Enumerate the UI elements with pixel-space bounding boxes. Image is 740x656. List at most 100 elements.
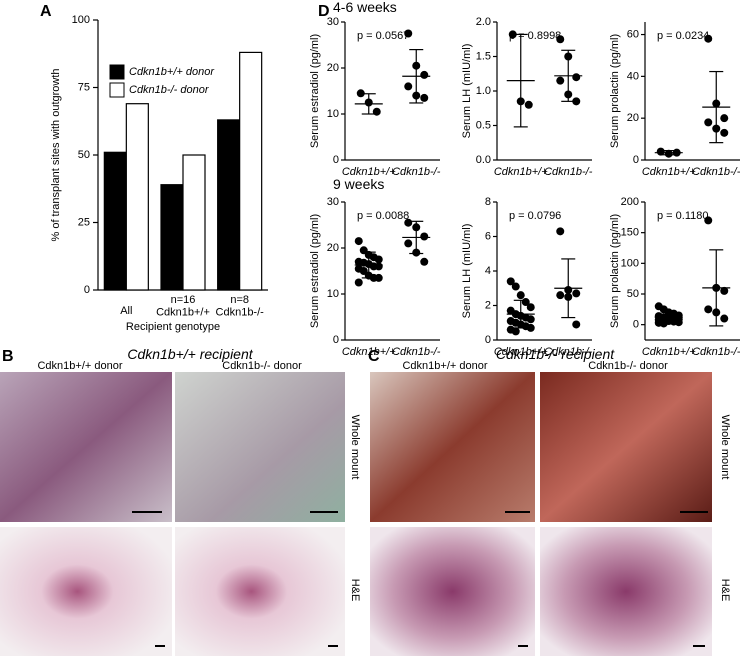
data-point [720,114,729,123]
data-point [526,315,535,324]
bar [125,103,149,291]
bar [103,151,127,291]
annotation: p = 0.8998 [509,30,561,42]
y-tick-label: 30 [327,196,339,208]
y-tick-label: 2.0 [476,16,491,28]
y-tick-label: 0.5 [476,119,491,131]
y-tick-label: 20 [627,112,639,124]
y-label: Serum prolactin (pg/ml) [609,214,621,328]
y-tick-label: 6 [485,230,491,242]
annotation: p = 0.0234 [657,30,709,42]
y-tick-label: 20 [327,242,339,254]
y-tick-label: 0.0 [476,154,491,166]
data-point [524,100,533,109]
bar [182,154,206,291]
row-label: H&E [349,579,361,602]
column-label: Cdkn1b+/+ donor [402,360,487,372]
data-point [720,128,729,137]
data-point [404,218,413,227]
y-tick-label: 8 [485,196,491,208]
y-tick-label: 1.5 [476,50,491,62]
data-point [720,314,729,323]
data-point [511,282,520,291]
column-label: Cdkn1b+/+ donor [37,360,122,372]
y-tick-label: 60 [627,28,639,40]
data-point [556,291,565,300]
data-point [404,82,413,91]
data-point [556,35,565,44]
y-tick-label: 0 [333,154,339,166]
y-tick-label: 30 [327,16,339,28]
x-tick-label: Cdkn1b+/+ [642,346,696,358]
y-tick-label: 1.0 [476,85,491,97]
x-tick-label: Cdkn1b-/- [544,166,593,178]
data-point [564,285,573,294]
y-label: Serum estradiol (pg/ml) [309,214,321,328]
data-point [374,262,383,271]
panel-label: C [368,348,380,365]
data-point [374,273,383,282]
data-point [556,227,565,236]
annotation: p = 0.0567 [357,30,409,42]
y-tick-label: 0 [633,154,639,166]
data-point [704,305,713,314]
data-point [420,257,429,266]
panel-label: B [2,348,14,365]
data-point [572,97,581,106]
photo [540,372,712,522]
data-point [521,298,530,307]
photo [0,527,172,656]
data-point [508,30,517,39]
y-tick-label: 0 [485,334,491,346]
x-tick-label: Cdkn1b+/+ [342,346,396,358]
x-tick-label: n=8 Cdkn1b-/- [216,294,265,319]
data-point [712,283,721,292]
y-tick-label: 200 [621,196,639,208]
row-label: Whole mount [719,415,731,480]
data-point [364,98,373,107]
data-point [506,277,515,286]
data-point [664,149,673,158]
row-label: H&E [719,579,731,602]
annotation: p = 0.0796 [509,210,561,222]
x-label: Recipient genotype [126,321,220,333]
data-point [516,291,525,300]
y-tick-label: 150 [621,227,639,239]
data-point [674,318,683,327]
photo [370,527,535,656]
x-tick-label: Cdkn1b+/+ [494,166,548,178]
data-point [372,107,381,116]
photo [175,527,345,656]
data-point [356,89,365,98]
y-tick-label: 100 [72,14,90,26]
y-tick-label: 50 [78,149,90,161]
data-point [659,319,668,328]
photo-title: Cdkn1b+/+ recipient [127,346,253,362]
data-point [412,223,421,232]
panel-label: A [40,3,52,20]
photo-title: Cdkn1b-/- recipient [496,346,615,362]
y-label: Serum LH (mIU/ml) [461,224,473,319]
data-point [354,278,363,287]
legend-label: Cdkn1b+/+ donor [129,66,215,78]
data-point [572,320,581,329]
x-tick-label: Cdkn1b-/- [692,346,740,358]
data-point [526,303,535,312]
data-point [712,99,721,108]
data-point [720,286,729,295]
y-tick-label: 100 [621,257,639,269]
row-title: 9 weeks [333,176,384,192]
data-point [412,61,421,70]
y-tick-label: 0 [333,334,339,346]
y-tick-label: 50 [627,288,639,300]
annotation: p = 0.1180 [657,210,708,222]
y-label: % of transplant sites with outgrowth [50,68,62,241]
data-point [572,289,581,298]
x-tick-label: Cdkn1b-/- [544,346,593,358]
y-label: Serum prolactin (pg/ml) [609,34,621,148]
data-point [572,73,581,82]
data-point [516,97,525,106]
data-point [374,255,383,264]
column-label: Cdkn1b-/- donor [222,360,302,372]
data-point [704,118,713,127]
